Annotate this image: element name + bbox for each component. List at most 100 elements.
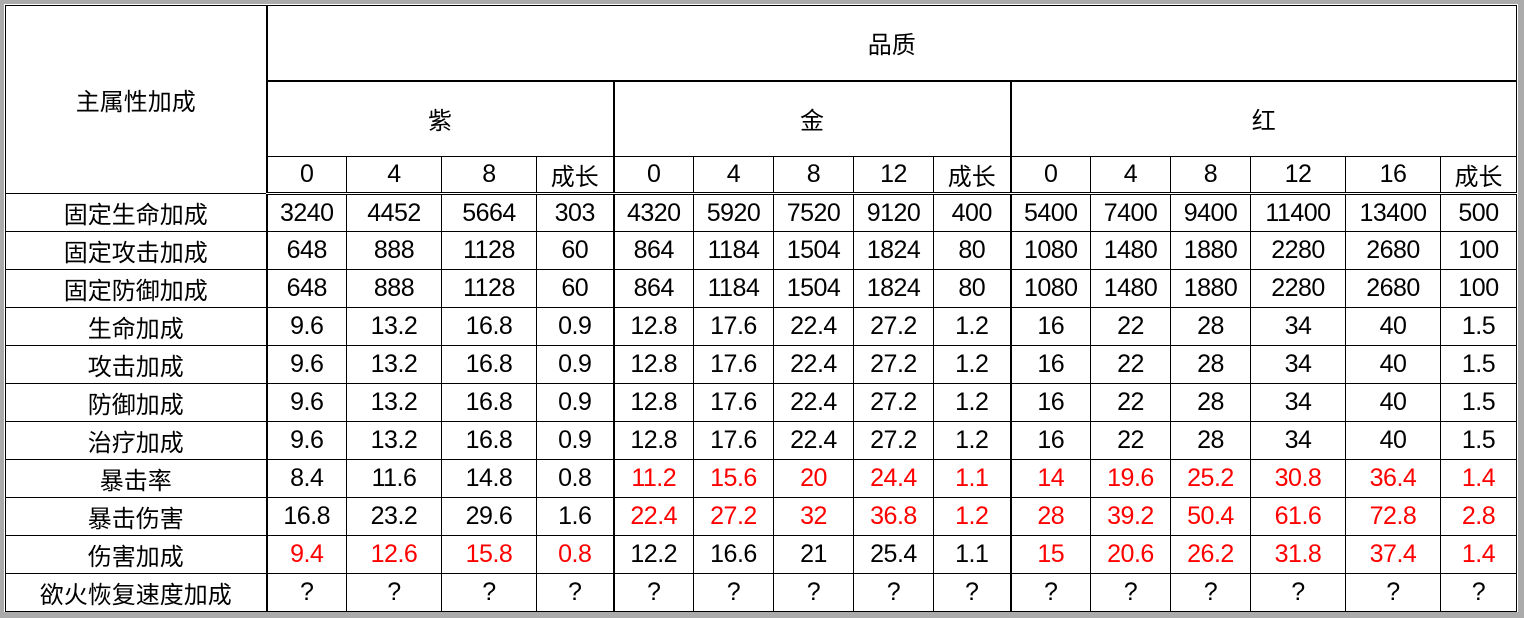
- table-cell[interactable]: 4452: [346, 193, 442, 232]
- table-cell[interactable]: ?: [1170, 573, 1251, 612]
- table-cell[interactable]: 22.4: [612, 497, 694, 536]
- table-cell[interactable]: ?: [1440, 573, 1517, 612]
- table-cell[interactable]: 27.2: [853, 383, 934, 422]
- table-cell[interactable]: 15: [1009, 535, 1091, 574]
- table-cell[interactable]: 2.8: [1440, 497, 1517, 536]
- table-cell[interactable]: 40: [1345, 307, 1441, 346]
- table-cell[interactable]: 39.2: [1090, 497, 1171, 536]
- table-cell[interactable]: ?: [773, 573, 854, 612]
- table-cell[interactable]: 1480: [1090, 231, 1171, 270]
- table-cell[interactable]: 20: [773, 459, 854, 498]
- table-cell[interactable]: 8.4: [266, 459, 347, 498]
- table-cell[interactable]: ?: [1250, 573, 1346, 612]
- table-cell[interactable]: 28: [1170, 383, 1251, 422]
- table-cell[interactable]: ?: [853, 573, 934, 612]
- table-cell[interactable]: 1.2: [933, 345, 1011, 384]
- table-cell[interactable]: ?: [441, 573, 537, 612]
- table-cell[interactable]: 2280: [1250, 231, 1346, 270]
- table-cell[interactable]: ?: [612, 573, 694, 612]
- table-cell[interactable]: 16: [1009, 345, 1091, 384]
- table-cell[interactable]: 1080: [1009, 231, 1091, 270]
- table-cell[interactable]: 11400: [1250, 193, 1346, 232]
- table-cell[interactable]: 31.8: [1250, 535, 1346, 574]
- table-cell[interactable]: 0.9: [536, 421, 614, 460]
- table-cell[interactable]: 12.8: [612, 383, 694, 422]
- table-cell[interactable]: 1880: [1170, 231, 1251, 270]
- table-cell[interactable]: 28: [1170, 345, 1251, 384]
- table-cell[interactable]: 7400: [1090, 193, 1171, 232]
- table-cell[interactable]: 25.4: [853, 535, 934, 574]
- table-cell[interactable]: 1.2: [933, 383, 1011, 422]
- table-cell[interactable]: 0.9: [536, 383, 614, 422]
- table-cell[interactable]: 12.8: [612, 345, 694, 384]
- table-cell[interactable]: 40: [1345, 345, 1441, 384]
- table-cell[interactable]: 1.6: [536, 497, 614, 536]
- table-cell[interactable]: 27.2: [853, 307, 934, 346]
- table-cell[interactable]: 14: [1009, 459, 1091, 498]
- table-cell[interactable]: 5920: [693, 193, 774, 232]
- table-cell[interactable]: 648: [266, 231, 347, 270]
- table-cell[interactable]: ?: [266, 573, 347, 612]
- table-cell[interactable]: 0.9: [536, 307, 614, 346]
- table-cell[interactable]: 17.6: [693, 307, 774, 346]
- table-cell[interactable]: 16.8: [441, 383, 537, 422]
- table-cell[interactable]: 14.8: [441, 459, 537, 498]
- table-cell[interactable]: 40: [1345, 421, 1441, 460]
- table-cell[interactable]: 22: [1090, 307, 1171, 346]
- table-cell[interactable]: 888: [346, 231, 442, 270]
- table-cell[interactable]: ?: [933, 573, 1011, 612]
- table-cell[interactable]: 20.6: [1090, 535, 1171, 574]
- table-cell[interactable]: 24.4: [853, 459, 934, 498]
- table-cell[interactable]: 19.6: [1090, 459, 1171, 498]
- table-cell[interactable]: 11.2: [612, 459, 694, 498]
- table-cell[interactable]: 1.5: [1440, 421, 1517, 460]
- table-cell[interactable]: 1128: [441, 231, 537, 270]
- table-cell[interactable]: 400: [933, 193, 1011, 232]
- table-cell[interactable]: 1.5: [1440, 383, 1517, 422]
- table-cell[interactable]: 1.2: [933, 497, 1011, 536]
- table-cell[interactable]: 34: [1250, 383, 1346, 422]
- table-cell[interactable]: ?: [1345, 573, 1441, 612]
- table-cell[interactable]: 36.8: [853, 497, 934, 536]
- table-cell[interactable]: 34: [1250, 345, 1346, 384]
- table-cell[interactable]: 864: [612, 269, 694, 308]
- table-cell[interactable]: 16.6: [693, 535, 774, 574]
- table-cell[interactable]: 1.4: [1440, 535, 1517, 574]
- table-cell[interactable]: ?: [1009, 573, 1091, 612]
- table-cell[interactable]: 27.2: [693, 497, 774, 536]
- table-cell[interactable]: 60: [536, 269, 614, 308]
- table-cell[interactable]: 21: [773, 535, 854, 574]
- table-cell[interactable]: 2280: [1250, 269, 1346, 308]
- table-cell[interactable]: 22.4: [773, 345, 854, 384]
- table-cell[interactable]: 100: [1440, 231, 1517, 270]
- table-cell[interactable]: 5664: [441, 193, 537, 232]
- table-cell[interactable]: 303: [536, 193, 614, 232]
- table-cell[interactable]: 1.5: [1440, 307, 1517, 346]
- table-cell[interactable]: 1.5: [1440, 345, 1517, 384]
- table-cell[interactable]: 1504: [773, 231, 854, 270]
- table-cell[interactable]: 12.8: [612, 421, 694, 460]
- table-cell[interactable]: 13400: [1345, 193, 1441, 232]
- table-cell[interactable]: 12.6: [346, 535, 442, 574]
- table-cell[interactable]: 1880: [1170, 269, 1251, 308]
- table-cell[interactable]: 1504: [773, 269, 854, 308]
- table-cell[interactable]: 13.2: [346, 421, 442, 460]
- table-cell[interactable]: 12.2: [612, 535, 694, 574]
- table-cell[interactable]: 4320: [612, 193, 694, 232]
- table-cell[interactable]: 22: [1090, 345, 1171, 384]
- table-cell[interactable]: 9.6: [266, 383, 347, 422]
- table-cell[interactable]: 23.2: [346, 497, 442, 536]
- table-cell[interactable]: 9.6: [266, 345, 347, 384]
- table-cell[interactable]: 2680: [1345, 231, 1441, 270]
- table-cell[interactable]: 37.4: [1345, 535, 1441, 574]
- table-cell[interactable]: 0.8: [536, 535, 614, 574]
- table-cell[interactable]: 36.4: [1345, 459, 1441, 498]
- table-cell[interactable]: 13.2: [346, 345, 442, 384]
- table-cell[interactable]: 22.4: [773, 421, 854, 460]
- table-cell[interactable]: 22.4: [773, 307, 854, 346]
- table-cell[interactable]: 1824: [853, 269, 934, 308]
- table-cell[interactable]: 80: [933, 231, 1011, 270]
- table-cell[interactable]: 80: [933, 269, 1011, 308]
- table-cell[interactable]: 16.8: [441, 345, 537, 384]
- table-cell[interactable]: 1.4: [1440, 459, 1517, 498]
